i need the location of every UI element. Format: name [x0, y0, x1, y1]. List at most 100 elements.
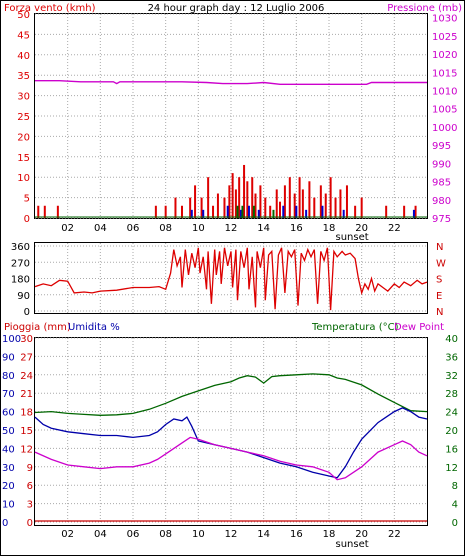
wind-bar: [259, 185, 262, 218]
wind-calm-bar: [252, 205, 255, 218]
direction-line-group: [34, 247, 428, 311]
wind-bar: [403, 205, 406, 218]
wind-tick-label: 50: [17, 10, 30, 21]
wind-gust-bar: [190, 209, 193, 218]
direction-tick-label: 270: [11, 258, 30, 269]
pressure-y-tick-labels: 975 980 985 990 995 1000 1005 1010 1015 1020 1025 1…: [432, 14, 457, 225]
sunset-label-bottom: sunset: [336, 539, 369, 550]
wind-bar: [231, 173, 234, 218]
wind-gust-bar: [295, 205, 298, 218]
temperature-tick-label: 16: [445, 444, 458, 455]
temperature-x-tick-label: 10: [192, 529, 205, 540]
wind-bar: [238, 177, 241, 218]
wind-gust-bar: [226, 205, 229, 218]
direction-tick-label: 0: [24, 307, 30, 318]
wind-gust-bar: [202, 209, 205, 218]
temperature-axis-title: Temperatura (°C): [311, 322, 399, 333]
wind-bar: [308, 181, 311, 218]
wind-x-tick-label: 22: [388, 223, 401, 234]
temperature-tick-label: 8: [452, 481, 458, 492]
wind-x-tick-labels: 02 04 06 08 10 12 14 16 18 20 22: [61, 223, 400, 234]
temperature-y-tick-labels: 0 4 8 12 16 20 24 28 32 36 40: [445, 334, 458, 529]
wind-bar: [154, 205, 157, 218]
wind-bar: [228, 185, 231, 218]
direction-line: [34, 247, 428, 311]
wind-x-tick-label: 10: [192, 223, 205, 234]
wind-x-tick-label: 08: [159, 223, 172, 234]
pressure-line: [35, 79, 427, 86]
direction-tick-label: 360: [11, 242, 30, 253]
wind-bar: [360, 197, 363, 218]
humidity-axis-title: Umidita %: [68, 322, 120, 333]
wind-bar: [251, 177, 254, 218]
wind-bar: [212, 205, 215, 218]
humidity-tick-label: 50: [2, 426, 15, 437]
wind-bar: [329, 177, 332, 218]
temperature-x-tick-label: 12: [225, 529, 238, 540]
temperature-tick-label: 28: [445, 389, 458, 400]
wind-bar: [354, 205, 357, 218]
wind-tick-label: 20: [17, 132, 30, 143]
compass-label: N: [436, 307, 443, 318]
wind-bar: [298, 177, 301, 218]
humidity-tick-label: 70: [2, 389, 15, 400]
humidity-tick-label: 40: [2, 444, 15, 455]
humidity-tick-label: 30: [2, 463, 15, 474]
wind-x-tick-label: 06: [127, 223, 140, 234]
pressure-axis-title: Pressione (mb): [387, 3, 462, 14]
wind-bar: [246, 181, 249, 218]
direction-y-tick-labels: 0 90 180 270 360: [11, 242, 30, 318]
wind-bar: [339, 189, 342, 218]
wind-y-tick-labels: 0 5 10 15 20 25 30 35 40 45 50: [17, 10, 30, 225]
wind-calm-bar: [241, 205, 244, 218]
rain-tick-label: 24: [20, 371, 33, 382]
wind-gust-bar: [412, 209, 415, 218]
rain-tick-label: 21: [20, 389, 33, 400]
wind-bar: [334, 197, 337, 218]
temperature-panel: Pioggia (mm) Umidita % Temperatura (°C) …: [2, 322, 458, 550]
temperature-tick-label: 0: [452, 518, 458, 529]
wind-tick-label: 25: [17, 112, 30, 123]
pressure-tick-label: 980: [432, 196, 451, 207]
temperature-x-tick-label: 08: [159, 529, 172, 540]
wind-x-tick-label: 04: [94, 223, 107, 234]
wind-x-tick-label: 02: [61, 223, 74, 234]
wind-grid: [35, 13, 427, 219]
temperature-x-tick-label: 14: [257, 529, 270, 540]
dewpoint-axis-title: Dew Point: [394, 322, 444, 333]
pressure-tick-label: 1015: [432, 68, 457, 79]
pressure-tick-label: 985: [432, 178, 451, 189]
wind-tick-label: 10: [17, 173, 30, 184]
wind-bar: [216, 193, 219, 218]
wind-bar: [293, 193, 296, 218]
wind-bar: [288, 177, 291, 218]
wind-pressure-panel: Forza vento (kmh) 24 hour graph day : 12…: [4, 3, 462, 243]
rain-tick-label: 18: [20, 408, 33, 419]
wind-bar: [207, 177, 210, 218]
wind-tick-label: 35: [17, 71, 30, 82]
wind-bar: [223, 197, 226, 218]
wind-x-tick-label: 16: [290, 223, 303, 234]
wind-bar: [269, 205, 272, 218]
wind-x-tick-label: 14: [257, 223, 270, 234]
humidity-tick-label: 100: [2, 334, 21, 345]
wind-bar: [301, 189, 304, 218]
wind-tick-label: 40: [17, 51, 30, 62]
temperature-tick-label: 12: [445, 463, 458, 474]
rain-tick-label: 6: [27, 481, 33, 492]
wind-bar: [174, 197, 177, 218]
wind-bar: [319, 185, 322, 218]
wind-gust-bar: [247, 205, 250, 218]
wind-bar: [194, 185, 197, 218]
wind-bar: [313, 197, 316, 218]
wind-tick-label: 30: [17, 92, 30, 103]
compass-label: W: [436, 258, 446, 269]
wind-bar: [164, 205, 167, 218]
rain-axis-title: Pioggia (mm): [4, 322, 71, 333]
direction-tick-label: 90: [17, 291, 30, 302]
wind-bar: [345, 185, 348, 218]
